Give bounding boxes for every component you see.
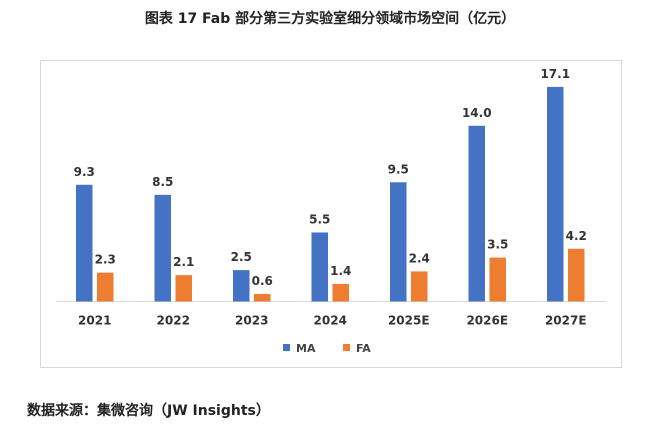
data-label: 9.5 <box>388 162 409 176</box>
bar-MA-2021 <box>76 184 93 302</box>
bar-FA-2021 <box>97 272 114 302</box>
bar-MA-2023 <box>233 270 250 302</box>
x-tick-label: 2021 <box>78 314 111 328</box>
bar-FA-2024 <box>332 283 349 302</box>
source-note: 数据来源：集微咨询（JW Insights） <box>27 403 270 419</box>
x-tick-label: 2025E <box>388 314 430 328</box>
bar-FA-2027E <box>568 248 585 302</box>
data-label: 17.1 <box>540 67 570 81</box>
data-label: 3.5 <box>487 238 508 252</box>
x-tick-label: 2026E <box>466 314 508 328</box>
x-tick-label: 2022 <box>157 314 190 328</box>
bar-MA-2025E <box>390 182 407 302</box>
bar-MA-2024 <box>311 232 328 302</box>
data-label: 2.5 <box>231 250 252 264</box>
data-label: 2.1 <box>173 255 194 269</box>
bar-FA-2026E <box>489 257 506 302</box>
data-label: 14.0 <box>462 106 492 120</box>
data-label: 8.5 <box>152 175 173 189</box>
x-tick-label: 2024 <box>314 314 347 328</box>
legend-swatch-FA <box>343 344 350 351</box>
bar-FA-2025E <box>411 271 428 302</box>
data-label: 2.4 <box>409 251 430 265</box>
data-label: 2.3 <box>95 253 116 267</box>
x-tick-label: 2023 <box>235 314 268 328</box>
data-label: 0.6 <box>252 274 273 288</box>
data-label: 4.2 <box>566 229 587 243</box>
chart-title: 图表 17 Fab 部分第三方实验室细分领域市场空间（亿元） <box>144 11 516 27</box>
bar-FA-2023 <box>254 293 271 302</box>
legend-label: MA <box>296 342 316 355</box>
x-tick-label: 2027E <box>545 314 587 328</box>
chart-frame <box>40 60 622 368</box>
bar-MA-2026E <box>468 125 485 302</box>
data-label: 9.3 <box>74 165 95 179</box>
data-label: 5.5 <box>309 212 330 226</box>
legend-swatch-MA <box>283 344 290 351</box>
data-label: 1.4 <box>330 264 351 278</box>
bar-MA-2022 <box>154 194 171 302</box>
bar-MA-2027E <box>547 86 564 302</box>
bar-FA-2022 <box>175 275 192 302</box>
legend-label: FA <box>356 342 371 355</box>
